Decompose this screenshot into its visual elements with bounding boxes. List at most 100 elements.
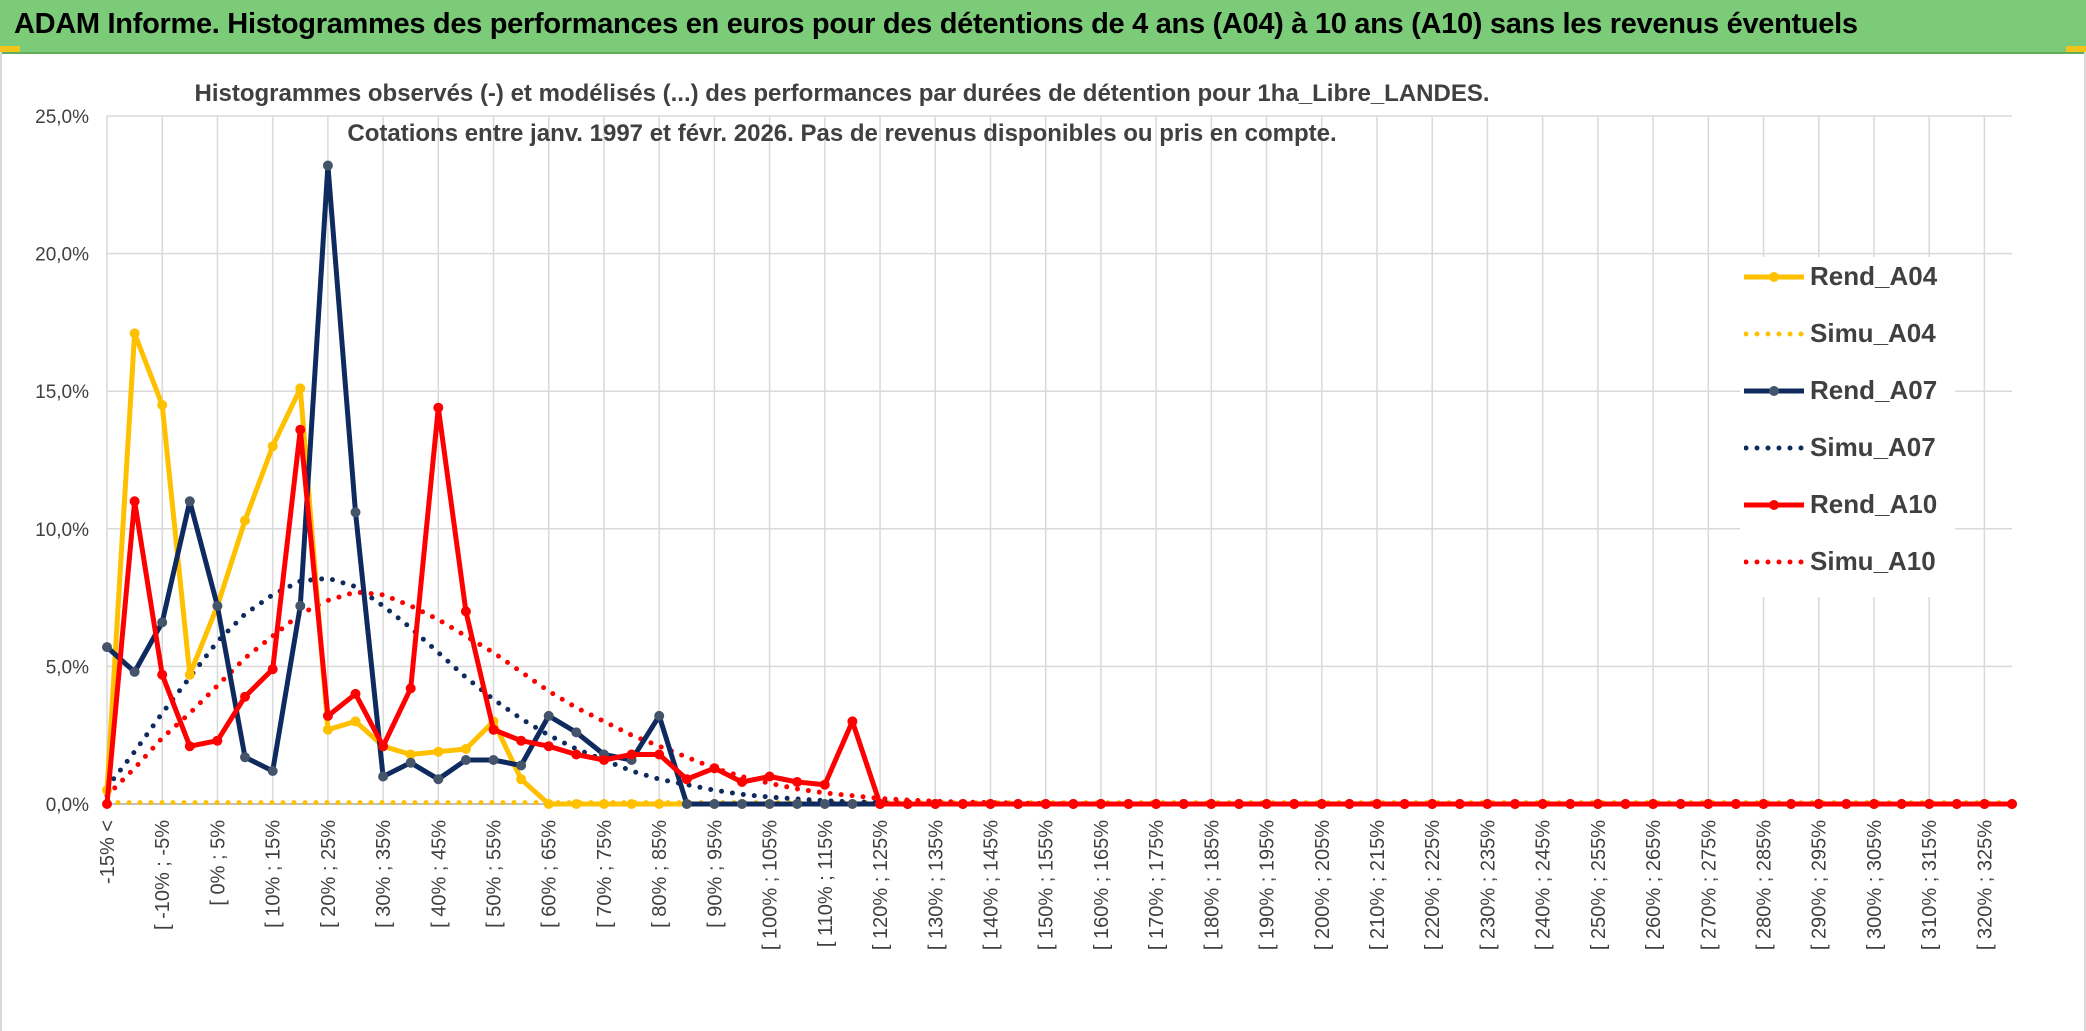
data-point — [1565, 799, 1576, 809]
x-tick-label: [ 90% ; 95% — [704, 820, 726, 928]
data-point — [543, 799, 554, 809]
series-rend-a07 — [102, 160, 2017, 809]
data-point — [1178, 799, 1189, 809]
legend-item-rend-a07: Rend_A07 — [1740, 371, 1955, 411]
x-tick-label: [ 220% ; 225% — [1422, 820, 1444, 950]
data-point — [1344, 799, 1355, 809]
data-point — [184, 496, 195, 507]
x-tick-label: [ 30% ; 35% — [373, 820, 395, 928]
data-point — [792, 777, 803, 787]
data-point — [957, 799, 968, 809]
data-point — [295, 383, 306, 394]
data-point — [1151, 799, 1162, 809]
x-tick-label: [ 110% ; 115% — [815, 820, 837, 947]
data-point — [1454, 799, 1465, 809]
data-point — [1675, 799, 1686, 809]
data-point — [2007, 799, 2017, 809]
data-point — [764, 799, 775, 809]
data-point — [405, 757, 416, 768]
data-point — [405, 683, 416, 694]
data-point — [405, 749, 416, 760]
legend-swatch-rend-a07 — [1744, 386, 1804, 396]
legend-item-simu-a07: Simu_A07 — [1740, 428, 1955, 468]
x-tick-label: [ 100% ; 105% — [760, 820, 782, 950]
x-tick-label: -15% < — [97, 820, 119, 884]
legend-label: Simu_A07 — [1810, 432, 1936, 462]
data-point — [1123, 799, 1134, 809]
x-tick-label: [ 70% ; 75% — [594, 820, 616, 928]
y-tick-label: 5,0% — [46, 657, 89, 678]
data-point — [571, 727, 582, 738]
y-tick-label: 25,0% — [35, 107, 89, 128]
x-tick-label: [ 10% ; 15% — [263, 820, 285, 928]
series-rend-a10 — [102, 402, 2017, 809]
data-point — [240, 752, 250, 763]
data-point — [433, 402, 444, 413]
data-point — [295, 424, 306, 435]
corner-accent-right — [2066, 46, 2086, 52]
data-point — [267, 766, 278, 776]
y-tick-label: 0,0% — [46, 795, 89, 816]
data-point — [1399, 799, 1410, 809]
data-point — [1013, 799, 1024, 809]
x-tick-label: [ 140% ; 145% — [980, 820, 1002, 950]
legend-label: Simu_A04 — [1810, 318, 1936, 348]
x-tick-label: [ 190% ; 195% — [1257, 820, 1279, 950]
data-point — [930, 799, 941, 809]
data-point — [1841, 799, 1852, 809]
series-simu-a07 — [104, 575, 2015, 807]
data-point — [1758, 799, 1769, 809]
data-point — [1095, 799, 1106, 809]
data-point — [543, 710, 554, 721]
x-tick-label: [ 310% ; 315% — [1919, 820, 1941, 950]
series-line — [104, 405, 2012, 807]
data-point — [460, 744, 471, 754]
data-point — [819, 799, 830, 809]
data-point — [516, 735, 527, 746]
gridlines — [106, 115, 2012, 805]
legend-swatch-rend-a10 — [1744, 500, 1804, 510]
data-point — [322, 724, 333, 735]
data-point — [571, 749, 582, 760]
data-point — [1730, 799, 1741, 809]
data-point — [184, 741, 195, 752]
x-tick-label: [ 200% ; 205% — [1312, 820, 1334, 950]
data-point — [1979, 799, 1990, 809]
data-point — [1813, 799, 1824, 809]
x-tick-label: [ 300% ; 305% — [1864, 820, 1886, 950]
x-tick-label: [ 0% ; 5% — [207, 820, 229, 906]
data-point — [378, 771, 389, 782]
x-tick-label: [ 320% ; 325% — [1974, 820, 1996, 950]
data-point — [1924, 799, 1935, 809]
x-tick-label: [ 40% ; 45% — [428, 820, 450, 928]
data-point — [488, 724, 499, 735]
x-tick-label: [ 130% ; 135% — [925, 820, 947, 950]
data-point — [654, 749, 665, 760]
data-point — [240, 691, 250, 702]
x-tick-label: [ 160% ; 165% — [1091, 820, 1113, 950]
data-point — [1951, 799, 1962, 809]
data-point — [350, 688, 361, 699]
data-point — [102, 642, 112, 653]
chart-title-line2: Cotations entre janv. 1997 et févr. 2026… — [347, 120, 1337, 147]
data-point — [792, 799, 803, 809]
data-point — [626, 799, 637, 809]
data-point — [212, 735, 223, 746]
data-point — [267, 441, 278, 452]
banner: ADAM Informe. Histogrammes des performan… — [0, 0, 2086, 54]
data-point — [240, 515, 250, 526]
data-point — [1482, 799, 1493, 809]
corner-accent-left — [0, 46, 20, 52]
data-point — [626, 749, 637, 760]
data-point — [1068, 799, 1079, 809]
x-tick-label: [ 60% ; 65% — [539, 820, 561, 928]
x-tick-label: [ 150% ; 155% — [1036, 820, 1058, 950]
y-tick-label: 15,0% — [35, 382, 89, 403]
data-point — [1427, 799, 1438, 809]
data-point — [102, 799, 112, 809]
x-tick-label: [ 210% ; 215% — [1367, 820, 1389, 950]
data-point — [847, 799, 858, 809]
data-point — [1040, 799, 1051, 809]
data-point — [378, 741, 389, 752]
series-line — [104, 575, 2015, 807]
